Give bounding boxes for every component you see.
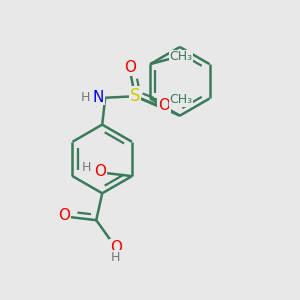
- Text: CH₃: CH₃: [169, 94, 192, 106]
- Text: O: O: [110, 240, 122, 255]
- Text: O: O: [94, 164, 106, 179]
- Text: H: H: [81, 91, 91, 103]
- Text: O: O: [158, 98, 170, 113]
- Text: O: O: [58, 208, 70, 223]
- Text: H: H: [82, 161, 92, 174]
- Text: N: N: [93, 90, 104, 105]
- Text: CH₃: CH₃: [169, 50, 192, 63]
- Text: S: S: [130, 87, 140, 105]
- Text: H: H: [111, 251, 120, 264]
- Text: O: O: [124, 60, 136, 75]
